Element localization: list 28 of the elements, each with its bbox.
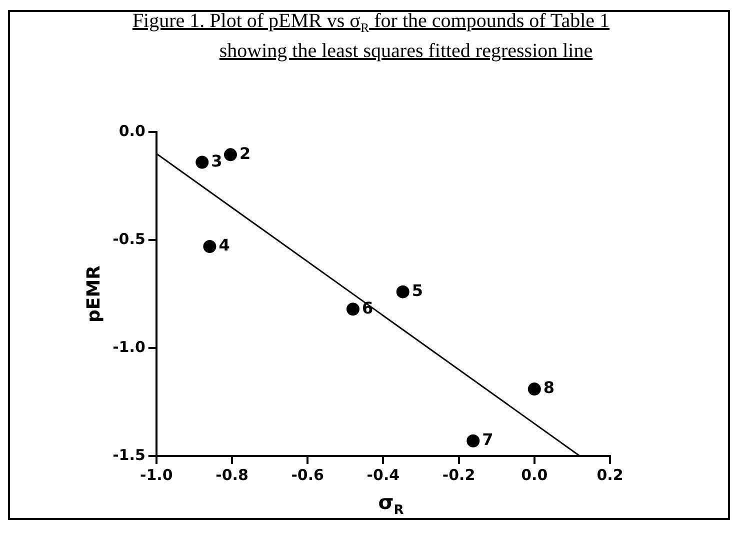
point [528, 382, 541, 396]
chart-title: Figure 1. Plot of pEMR vs σ$_{R}$ for the compounds of Table 1 [131, 10, 611, 36]
point [346, 302, 360, 316]
x-tick-label: -0.2 [442, 466, 476, 484]
point [224, 148, 237, 162]
x-tick-label: 0.2 [596, 466, 624, 484]
chart-subtitle: showing the least squares fitted regression line [218, 40, 594, 63]
annotation: 7 [482, 430, 494, 450]
annotation: 2 [239, 144, 251, 163]
x-tick-label: 0.0 [521, 466, 548, 484]
point [466, 434, 480, 448]
y-tick-label: -1.0 [112, 338, 146, 356]
point [196, 156, 209, 169]
y-tick-label: -0.5 [112, 230, 146, 248]
x-tick-label: -1.0 [140, 466, 173, 484]
annotation: 8 [543, 378, 555, 398]
point [396, 285, 410, 298]
y-axis-title: pEMR [83, 265, 104, 322]
annotation: 5 [412, 280, 423, 300]
annotation: 3 [211, 151, 222, 170]
point [203, 240, 216, 253]
x-tick-label: -0.8 [216, 466, 248, 484]
y-tick-label: -1.5 [112, 446, 146, 464]
y-tick-label: 0.0 [118, 122, 146, 140]
x-tick-label: -0.6 [291, 466, 324, 484]
x-tick-label: -0.4 [366, 466, 400, 484]
x-axis-title: σ$_{R}$ [377, 490, 405, 518]
annotation: 4 [218, 236, 230, 255]
